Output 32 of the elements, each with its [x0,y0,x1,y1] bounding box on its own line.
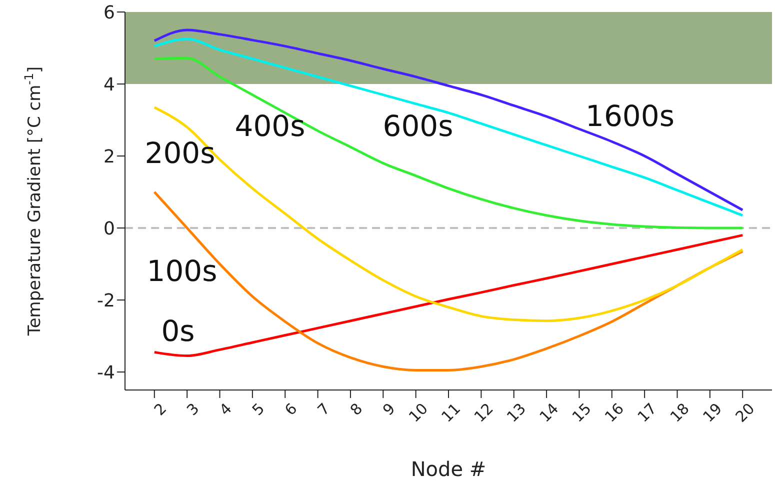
x-tick-label: 19 [699,400,726,426]
x-tick-label: 20 [732,400,758,426]
series-label: 200s [144,136,216,170]
x-tick-label: 11 [438,400,464,426]
x-tick-label: 15 [568,400,595,426]
series-label: 100s [146,254,218,288]
x-tick-label: 12 [470,400,497,426]
x-axis-title: Node # [410,457,486,481]
series-label: 1600s [586,98,674,133]
x-tick-label: 17 [634,400,660,426]
series-label: 600s [382,108,454,143]
x-tick-label: 16 [601,400,628,426]
y-tick-label: 0 [104,218,115,240]
x-tick-label: 7 [314,400,334,420]
series-label: 0s [161,314,195,348]
y-tick-label: -2 [97,290,115,312]
series-label: 400s [234,108,306,143]
x-tick-label: 4 [216,400,236,420]
y-tick-label: 2 [104,146,115,168]
y-tick-label: -4 [97,362,115,384]
x-tick-label: 14 [536,400,562,426]
y-tick-label: 4 [104,74,115,96]
x-tick-label: 3 [183,400,203,420]
x-tick-label: 6 [281,400,301,420]
x-tick-label: 18 [666,400,693,426]
x-tick-label: 5 [248,400,268,420]
x-tick-label: 9 [379,400,399,420]
x-tick-label: 8 [346,400,366,420]
x-tick-label: 10 [405,400,432,426]
x-tick-label: 13 [503,400,530,426]
x-tick-label: 2 [150,400,170,420]
y-tick-label: 6 [104,2,115,24]
